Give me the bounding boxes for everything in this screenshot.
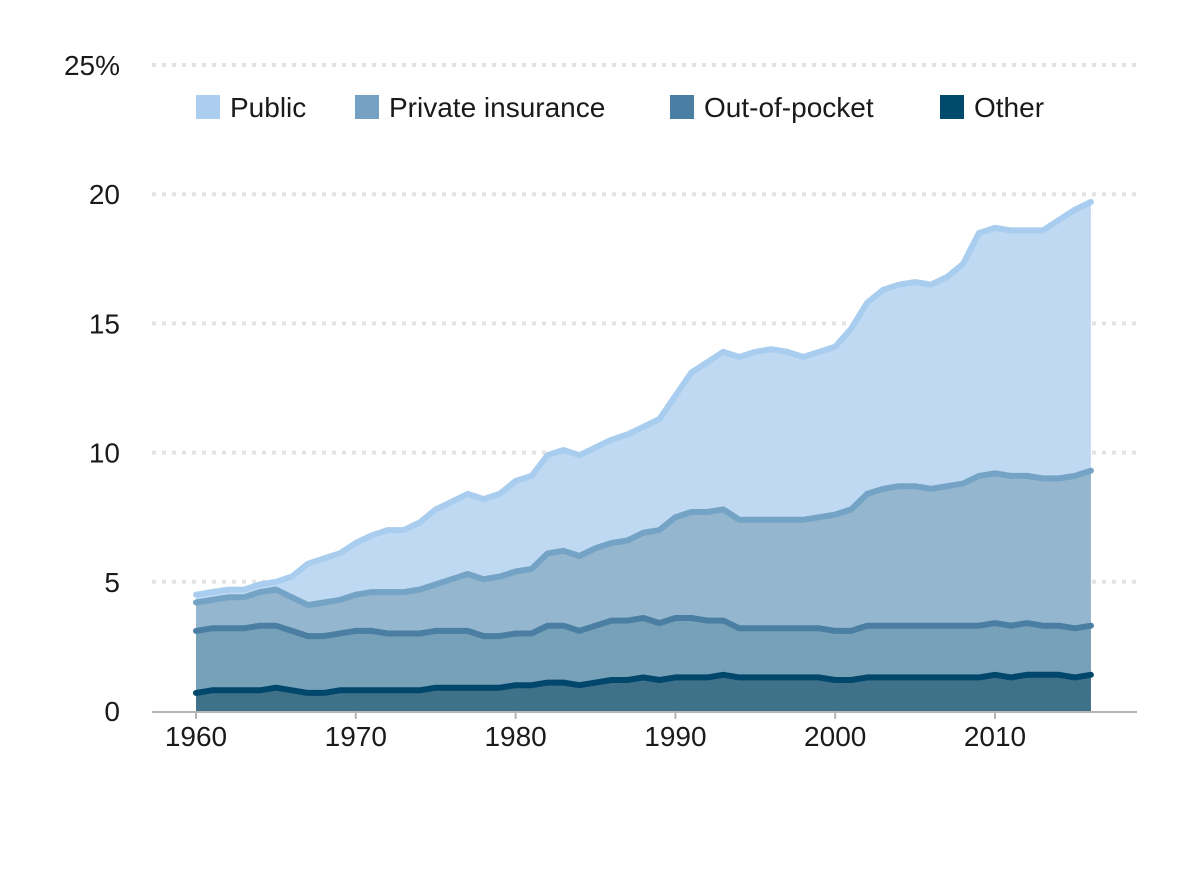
x-tick-label: 2000 xyxy=(804,721,866,752)
line-private-insurance xyxy=(193,467,1094,609)
line-out-of-pocket xyxy=(193,615,1094,640)
legend-swatch xyxy=(355,95,379,119)
legend: Public Private insurance Out-of-pocket Othe… xyxy=(196,92,1044,123)
x-tick-label: 1980 xyxy=(484,721,546,752)
x-tick-label: 2010 xyxy=(964,721,1026,752)
area-other xyxy=(196,674,1091,711)
line-public xyxy=(193,199,1094,598)
legend-swatch xyxy=(196,95,220,119)
y-tick-label: 10 xyxy=(89,438,120,469)
legend-label: Out-of-pocket xyxy=(704,92,874,123)
y-tick-label: 15 xyxy=(89,308,120,339)
legend-label: Public xyxy=(230,92,306,123)
legend-label: Private insurance xyxy=(389,92,605,123)
y-tick-label: 0 xyxy=(104,696,120,727)
line-other xyxy=(193,671,1094,696)
y-tick-label: 25% xyxy=(64,50,120,81)
legend-label: Other xyxy=(974,92,1044,123)
y-tick-label: 20 xyxy=(89,179,120,210)
x-tick-label: 1960 xyxy=(165,721,227,752)
y-tick-label: 5 xyxy=(104,567,120,598)
x-axis-ticks: 1960 1970 1980 1990 2000 2010 xyxy=(165,711,1026,752)
x-tick-label: 1990 xyxy=(644,721,706,752)
legend-swatch xyxy=(670,95,694,119)
area-series xyxy=(152,199,1137,713)
y-axis-ticks: 0 5 10 15 20 25% xyxy=(64,50,120,727)
legend-swatch xyxy=(940,95,964,119)
x-tick-label: 1970 xyxy=(325,721,387,752)
